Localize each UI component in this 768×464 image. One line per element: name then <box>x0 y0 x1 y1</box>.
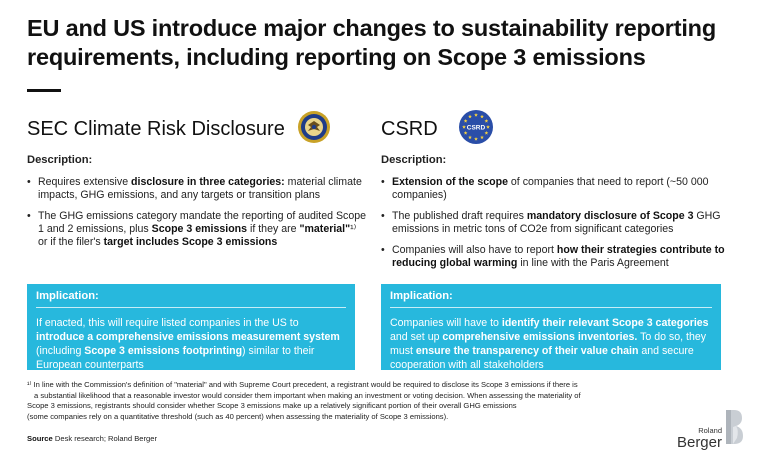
csrd-heading: CSRD <box>381 117 438 140</box>
emphasis-text: ensure the transparency of their value c… <box>415 345 639 357</box>
eu-star <box>484 130 488 135</box>
eu-star <box>484 118 488 123</box>
eu-star <box>473 136 478 141</box>
csrd-column: CSRD CSRD Description: Extension of the … <box>381 109 736 278</box>
emphasis-text: target includes Scope 3 emissions <box>103 236 278 248</box>
body-text: in line with the Paris Agreement <box>517 257 669 269</box>
body-text: ¹⁾ <box>350 223 357 235</box>
title-underline <box>27 89 61 92</box>
body-text: GHG emissions in metric tons of CO2e fro… <box>392 210 721 235</box>
sec-implication-box: Implication: If enacted, this will requi… <box>27 284 355 372</box>
eu-star <box>463 118 468 123</box>
body-text: or if the filer's <box>38 236 104 248</box>
emphasis-text: Extension of the scope <box>392 176 508 188</box>
list-item: The published draft requires mandatory d… <box>381 210 736 236</box>
emphasis-text: Scope 3 emissions <box>151 223 248 235</box>
emphasis-text: identify their relevant Scope 3 categori… <box>501 317 709 329</box>
sec-implication-label: Implication: <box>36 290 99 302</box>
source-line: Source Desk research; Roland Berger <box>27 434 157 443</box>
footnote-line: ¹⁾ In line with the Commission's definit… <box>27 380 578 389</box>
eu-star <box>485 124 490 129</box>
body-text: if they are <box>247 223 300 235</box>
eu-star <box>479 134 484 139</box>
emphasis-text: mandatory disclosure of Scope 3 <box>526 210 694 222</box>
roland-berger-logo: Roland Berger <box>677 408 744 451</box>
sec-bullet-list: Requires extensive disclosure in three c… <box>27 176 367 249</box>
body-text: If enacted, this will require listed com… <box>36 317 299 329</box>
sec-seal-icon <box>297 110 331 149</box>
sec-column: SEC Climate Risk Disclosure Description:… <box>27 110 367 257</box>
emphasis-text: how their strategies contribute to reduc… <box>392 244 725 269</box>
csrd-header: CSRD CSRD <box>381 109 736 146</box>
footnote-line: a substantial likelihood that a reasonab… <box>34 390 581 400</box>
eu-stars-icon: CSRD <box>458 109 494 150</box>
body-text: Requires extensive <box>38 176 132 188</box>
list-item: Extension of the scope of companies that… <box>381 176 736 202</box>
emphasis-text: disclosure in three categories: <box>131 176 285 188</box>
sec-implication-text: If enacted, this will require listed com… <box>36 316 346 372</box>
emphasis-text: "material" <box>299 223 351 235</box>
footnote-line: Scope 3 emissions, registrants should co… <box>27 401 517 410</box>
brand-name-small: Roland <box>698 426 722 435</box>
implication-divider <box>36 307 346 308</box>
body-text: material climate impacts, GHG emissions,… <box>38 176 362 201</box>
eu-star <box>461 124 466 129</box>
eu-star <box>467 134 472 139</box>
eu-star <box>479 114 484 118</box>
csrd-description-label: Description: <box>381 154 447 166</box>
body-text: The published draft requires <box>392 210 527 222</box>
csrd-implication-label: Implication: <box>390 290 453 302</box>
csrd-bullet-list: Extension of the scope of companies that… <box>381 176 736 270</box>
body-text: and secure cooperation with all stakehol… <box>390 345 694 371</box>
emphasis-text: introduce a comprehensive emissions meas… <box>36 331 340 343</box>
sec-header: SEC Climate Risk Disclosure <box>27 110 367 149</box>
brand-name-big: Berger <box>676 434 722 451</box>
roland-berger-b-icon <box>724 408 744 451</box>
source-label: Source <box>27 434 53 443</box>
emphasis-text: Scope 3 emissions footprinting <box>84 345 243 357</box>
sec-description-label: Description: <box>27 154 93 166</box>
body-text: and set up <box>390 331 443 343</box>
body-text: of companies that need to report (~50 00… <box>392 176 709 201</box>
eu-star <box>463 130 468 135</box>
body-text: ) similar to their European counterparts <box>36 345 315 371</box>
body-text: The GHG emissions category mandate the r… <box>38 210 366 235</box>
body-text: Companies will have to <box>390 317 502 329</box>
eu-star <box>473 112 478 117</box>
implication-divider <box>390 307 712 308</box>
page-title: EU and US introduce major changes to sus… <box>27 15 716 70</box>
csrd-implication-text: Companies will have to identify their re… <box>390 316 712 372</box>
source-text: Desk research; Roland Berger <box>52 434 158 443</box>
footnote-line: (some companies rely on a quantitative t… <box>27 411 449 421</box>
body-text: Companies will also have to report <box>392 244 557 256</box>
list-item: Requires extensive disclosure in three c… <box>27 176 367 202</box>
body-text: To do so, they must <box>390 331 707 357</box>
csrd-implication-box: Implication: Companies will have to iden… <box>381 284 721 372</box>
sec-heading: SEC Climate Risk Disclosure <box>27 117 285 140</box>
csrd-logo-text: CSRD <box>466 124 485 131</box>
emphasis-text: comprehensive emissions inventories. <box>442 331 638 343</box>
eu-star <box>467 114 472 118</box>
footnote: ¹⁾ In line with the Commission's definit… <box>27 380 717 422</box>
list-item: Companies will also have to report how t… <box>381 244 736 270</box>
list-item: The GHG emissions category mandate the r… <box>27 210 367 249</box>
body-text: (including <box>36 345 85 357</box>
